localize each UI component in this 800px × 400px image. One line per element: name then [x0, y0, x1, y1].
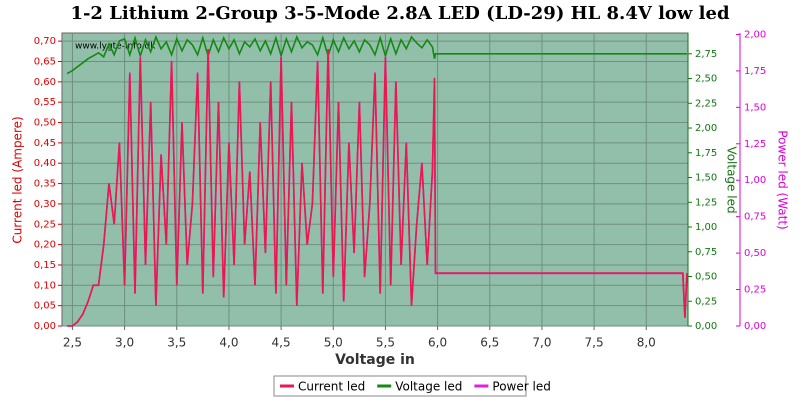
y-tick-label: 0,30 [34, 199, 56, 210]
x-tick-label: 3,0 [115, 336, 134, 350]
y-tick-label: 0,50 [34, 118, 56, 129]
series-line [66, 34, 687, 75]
series-line [67, 49, 688, 327]
y-tick-label: 0,20 [34, 240, 56, 251]
y2-tick-label: 1,50 [695, 173, 717, 184]
x-tick-label: 5,0 [324, 336, 343, 350]
y-tick-label: 0,55 [34, 97, 56, 108]
y-axis-label: Current led (Ampere) [11, 116, 25, 243]
x-tick-label: 4,0 [219, 336, 238, 350]
x-tick-label: 8,0 [637, 336, 656, 350]
y-tick-label: 0,65 [34, 56, 56, 67]
y-tick-label: 0,05 [34, 301, 56, 312]
y-tick-label: 0,70 [34, 36, 56, 47]
y2-tick-label: 0,00 [695, 321, 717, 332]
y2-tick-label: 0,25 [695, 296, 717, 307]
y2-tick-label: 1,25 [695, 197, 717, 208]
y3-tick-label: 1,25 [744, 139, 766, 150]
y2-tick-label: 1,00 [695, 222, 717, 233]
y-tick-label: 0,25 [34, 219, 56, 230]
y-tick-label: 0,45 [34, 138, 56, 149]
grid [62, 33, 688, 327]
y3-tick-label: 0,50 [744, 248, 766, 259]
x-tick-label: 7,0 [532, 336, 551, 350]
y-tick-label: 0,00 [34, 321, 56, 332]
y3-tick-label: 0,25 [744, 285, 766, 296]
y2-tick-label: 1,75 [695, 148, 717, 159]
x-tick-label: 5,5 [376, 336, 395, 350]
y-tick-label: 0,60 [34, 77, 56, 88]
x-tick-label: 6,0 [428, 336, 447, 350]
x-tick-label: 7,5 [585, 336, 604, 350]
x-tick-label: 4,5 [272, 336, 291, 350]
y2-tick-label: 2,25 [695, 98, 717, 109]
y2-tick-label: 2,75 [695, 49, 717, 60]
y2-tick-label: 0,75 [695, 247, 717, 258]
watermark: www.lygte-info.dk [75, 42, 156, 52]
y3-tick-label: 1,00 [744, 175, 766, 186]
legend-label: Power led [492, 380, 550, 394]
legend [273, 375, 527, 397]
y-tick-label: 0,40 [34, 158, 56, 169]
chart-title: 1-2 Lithium 2-Group 3-5-Mode 2.8A LED (L… [70, 3, 730, 24]
y-tick-label: 0,10 [34, 280, 56, 291]
x-tick-label: 2,5 [63, 336, 82, 350]
y-tick-label: 0,35 [34, 179, 56, 190]
y3-tick-label: 1,75 [744, 66, 766, 77]
legend-label: Current led [298, 380, 365, 394]
x-tick-label: 3,5 [167, 336, 186, 350]
y3-tick-label: 0,00 [744, 321, 766, 332]
legend-label: Voltage led [395, 380, 462, 394]
y2-tick-label: 2,00 [695, 123, 717, 134]
y3-tick-label: 2,00 [744, 29, 766, 40]
y2-axis-label: Voltage led [725, 146, 739, 213]
y2-tick-label: 2,50 [695, 74, 717, 85]
y3-tick-label: 0,75 [744, 212, 766, 223]
x-tick-label: 6,5 [480, 336, 499, 350]
y-tick-label: 0,15 [34, 260, 56, 271]
y3-axis-label: Power led (Watt) [776, 130, 790, 229]
x-axis-label: Voltage in [335, 352, 415, 368]
y3-tick-label: 1,50 [744, 102, 766, 113]
y2-tick-label: 0,50 [695, 272, 717, 283]
